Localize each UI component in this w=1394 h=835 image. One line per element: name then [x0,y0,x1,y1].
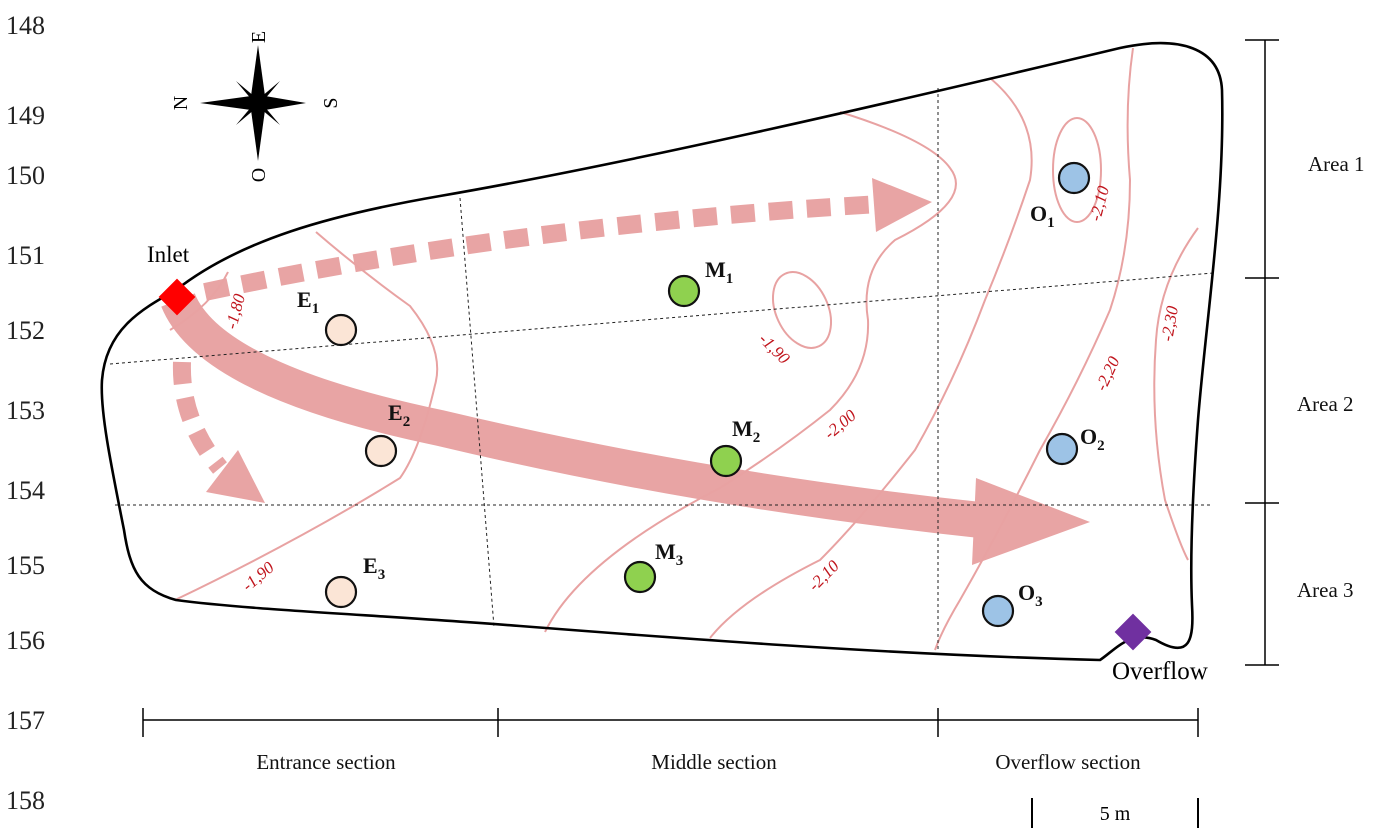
upper-flow-arrow [203,195,881,301]
row-label: 151 [6,241,45,270]
compass-s: S [320,97,342,108]
grid-lines [109,88,1215,652]
compass-o: O [248,168,270,182]
sample-point-o3 [981,594,1015,628]
contour-line [169,271,229,331]
section-bracket [142,708,1199,737]
point-label: M3 [655,539,683,569]
section-divider [459,197,495,628]
contour-line [174,231,439,601]
row-label: 158 [6,786,45,815]
area-bracket [1245,39,1279,666]
section-label: Overflow section [995,750,1141,774]
contour-line [544,111,957,633]
contour-line [934,47,1134,651]
inlet-icon [158,278,196,316]
sample-point-e1 [324,313,358,347]
contour-label: -2,20 [1091,353,1123,394]
compass-n: N [170,96,192,110]
point-label: O3 [1018,580,1043,610]
row-labels: 148 149 150 151 152 153 154 155 156 157 … [6,11,45,815]
inlet-marker: Inlet [147,242,196,316]
section-label: Middle section [651,750,777,774]
row-label: 156 [6,626,45,655]
overflow-marker: Overflow [1112,613,1208,685]
main-flow-arrow [161,292,982,538]
sample-point-e2 [364,434,398,468]
pond-outline [100,41,1224,662]
row-label: 155 [6,551,45,580]
row-label: 152 [6,316,45,345]
area-divider [109,272,1215,365]
contour-label: -2,00 [820,405,860,443]
area-label: Area 1 [1308,152,1365,176]
inlet-label: Inlet [147,242,190,267]
row-label: 153 [6,396,45,425]
row-label: 150 [6,161,45,190]
point-label: M1 [705,257,733,287]
overflow-label: Overflow [1112,658,1208,685]
row-label: 148 [6,11,45,40]
sample-point-m1 [667,274,701,308]
sample-point-o2 [1045,432,1079,466]
lower-flow-arrowhead [206,450,265,503]
contour-label: -2,10 [804,556,843,595]
overflow-icon [1114,613,1152,651]
contour-lines [169,47,1199,651]
point-label: E1 [297,287,319,317]
point-label: O1 [1030,201,1055,231]
compass-e: E [248,31,270,43]
contour-label: -1,80 [222,291,250,331]
sampling-points [324,161,1091,628]
contour-label: -2,10 [1086,183,1114,223]
contour-line [1052,117,1102,223]
point-label: M2 [732,416,760,446]
area-label: Area 2 [1297,392,1354,416]
contour-label: -1,90 [238,557,278,595]
section-label: Entrance section [256,750,396,774]
row-label: 157 [6,706,45,735]
row-label: 149 [6,101,45,130]
point-label: O2 [1080,424,1105,454]
contour-line [1153,227,1199,561]
row-label: 154 [6,476,45,505]
point-label: E3 [363,553,385,583]
lower-flow-arrow [172,361,227,474]
upper-flow-arrowhead [872,178,932,232]
main-flow-arrowhead [972,478,1090,565]
area-label: Area 3 [1297,578,1354,602]
contour-line [771,271,833,349]
sample-point-m3 [623,560,657,594]
contour-line [709,77,1033,639]
point-label: E2 [388,400,410,430]
flow-arrows [161,178,1090,565]
point-labels: E1 E2 E3 M1 M2 M3 O1 O2 O3 [297,201,1105,610]
sample-point-o1 [1057,161,1091,195]
sample-point-e3 [324,575,358,609]
scale-bar [1031,798,1199,828]
sample-point-m2 [709,444,743,478]
compass-icon: E N S O [170,31,342,182]
scale-label: 5 m [1100,803,1131,825]
